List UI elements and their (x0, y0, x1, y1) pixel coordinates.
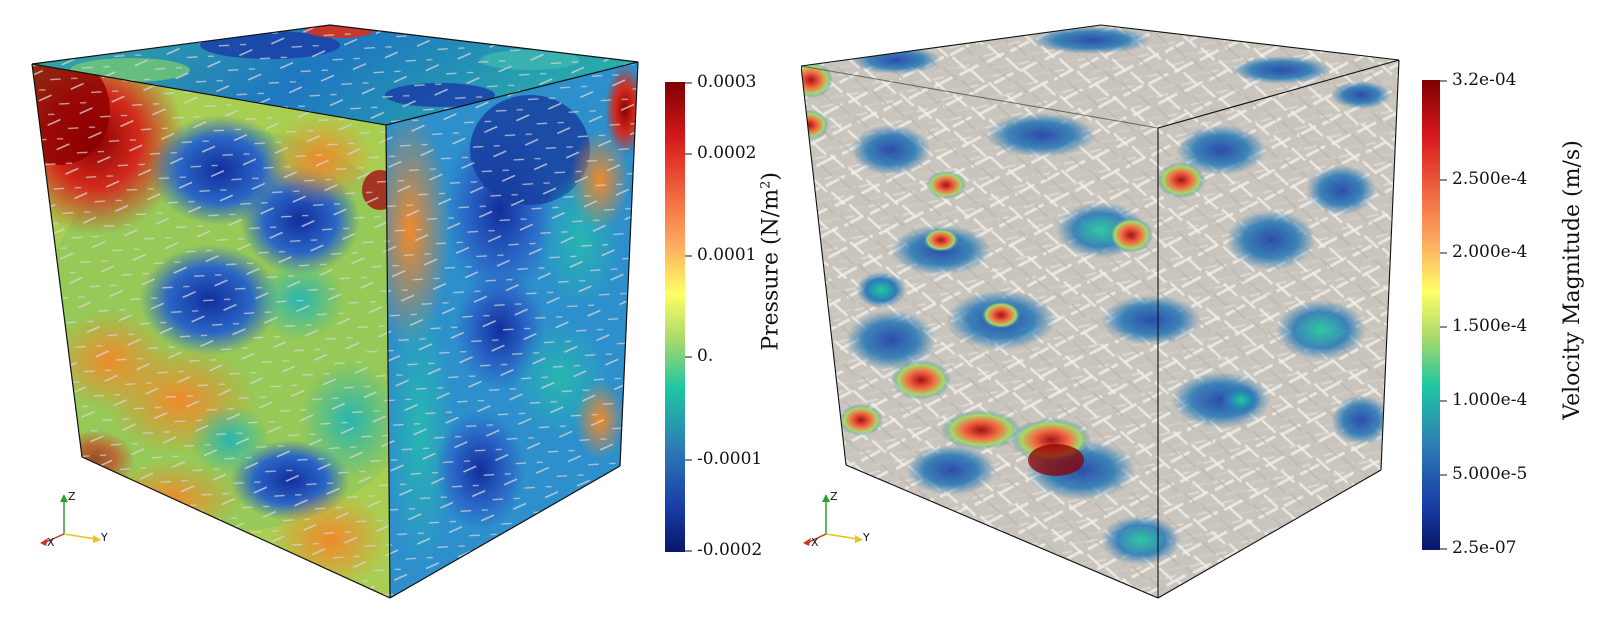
axis-z-label: Z (68, 490, 76, 503)
axis-z-label: Z (830, 490, 838, 503)
velocity-tick-4: 1.000e-4 (1452, 390, 1528, 410)
pressure-colorbar-ramp (665, 82, 685, 552)
velocity-tick-5: 5.000e-5 (1452, 464, 1528, 484)
pressure-tick-1: 0.0002 (697, 143, 757, 163)
pressure-panel: Z Y X (31, 24, 784, 599)
pressure-colorbar (665, 82, 692, 552)
pressure-front-face (32, 64, 390, 598)
pressure-title-close: ) (758, 172, 784, 181)
velocity-orientation-axes: Z Y X (803, 490, 870, 549)
velocity-cube-edges (800, 24, 1400, 599)
pressure-tick-0: 0.0003 (697, 72, 757, 92)
velocity-tick-2: 2.000e-4 (1452, 242, 1528, 262)
axis-y-label: Y (862, 531, 870, 544)
pressure-side-face (386, 62, 638, 598)
pressure-cube-render: Z Y X (31, 24, 692, 599)
velocity-tick-3: 1.500e-4 (1452, 316, 1528, 336)
pressure-title-text: Pressure (N/m (758, 188, 784, 351)
pressure-tick-3: 0. (697, 346, 714, 366)
velocity-volume (801, 25, 1399, 598)
axis-x-label: X (811, 536, 819, 549)
pressure-tick-5: -0.0002 (697, 540, 763, 560)
pressure-tick-4: -0.0001 (697, 449, 763, 469)
velocity-panel: Z Y X (800, 0, 1602, 638)
pressure-cube-edges (31, 24, 639, 599)
velocity-tick-6: 2.5e-07 (1452, 538, 1517, 558)
pressure-title-sup: 2 (758, 180, 774, 189)
velocity-tick-0: 3.2e-04 (1452, 70, 1517, 90)
pressure-tick-2: 0.0001 (697, 245, 757, 265)
pressure-orientation-axes: Z Y X (40, 490, 108, 549)
velocity-colorbar-title: Velocity Magnitude (m/s) (1560, 140, 1585, 420)
axis-x-label: X (47, 536, 55, 549)
velocity-colorbar-ramp (1422, 80, 1440, 550)
velocity-cube-render: Z Y X (800, 24, 1447, 599)
axis-y-label: Y (100, 531, 108, 544)
velocity-colorbar (1422, 80, 1447, 550)
velocity-tick-1: 2.500e-4 (1452, 169, 1528, 189)
pressure-colorbar-title: Pressure (N/m2) (758, 172, 784, 351)
